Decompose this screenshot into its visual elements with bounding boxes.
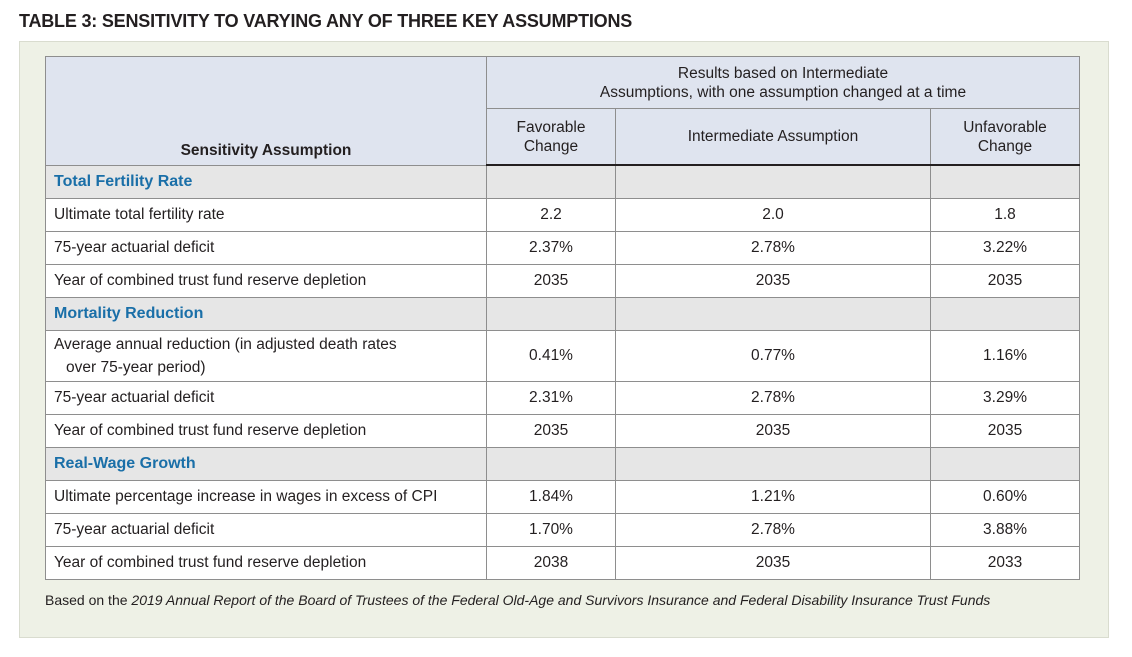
- report-citation: 2019 Annual Report of the Board of Trust…: [131, 592, 991, 608]
- table-title: TABLE 3: SENSITIVITY TO VARYING ANY OF T…: [19, 11, 633, 31]
- row-label: 75-year actuarial deficit: [45, 513, 487, 547]
- favorable-value: 1.70%: [486, 513, 616, 547]
- intermediate-value: 2.78%: [615, 513, 931, 547]
- section-title: Real-Wage Growth: [45, 447, 487, 481]
- intermediate-value: 2.78%: [615, 231, 931, 265]
- row-label: Year of combined trust fund reserve depl…: [45, 546, 487, 580]
- section-header-fertility: Total Fertility Rate: [45, 164, 1081, 199]
- table-row: Year of combined trust fund reserve depl…: [45, 546, 1081, 580]
- intermediate-value: 2.78%: [615, 381, 931, 415]
- header-favorable-change: Favorable Change: [486, 108, 616, 166]
- unfavorable-value: 0.60%: [929, 480, 1081, 514]
- row-label: 75-year actuarial deficit: [45, 381, 487, 415]
- intermediate-value: 0.77%: [615, 330, 931, 382]
- unfavorable-value: 2035: [929, 414, 1081, 448]
- sensitivity-table: Sensitivity Assumption Results based on …: [45, 56, 1081, 580]
- favorable-value: 2035: [486, 414, 616, 448]
- table-row: Ultimate percentage increase in wages in…: [45, 480, 1081, 514]
- unfavorable-value: 3.22%: [929, 231, 1081, 265]
- table-row: 75-year actuarial deficit 2.31% 2.78% 3.…: [45, 381, 1081, 415]
- row-label: 75-year actuarial deficit: [45, 231, 487, 265]
- section-header-mortality: Mortality Reduction: [45, 297, 1081, 331]
- favorable-value: 0.41%: [486, 330, 616, 382]
- header-sensitivity-assumption: Sensitivity Assumption: [45, 56, 487, 166]
- favorable-value: 2038: [486, 546, 616, 580]
- favorable-value: 2.2: [486, 198, 616, 232]
- section-title: Total Fertility Rate: [45, 164, 487, 199]
- table-row: Year of combined trust fund reserve depl…: [45, 414, 1081, 448]
- intermediate-value: 2035: [615, 414, 931, 448]
- intermediate-value: 2.0: [615, 198, 931, 232]
- section-title: Mortality Reduction: [45, 297, 487, 331]
- table-row: Ultimate total fertility rate 2.2 2.0 1.…: [45, 198, 1081, 232]
- header-unfavorable-change: Unfavorable Change: [929, 108, 1081, 166]
- table-row: 75-year actuarial deficit 2.37% 2.78% 3.…: [45, 231, 1081, 265]
- favorable-value: 2035: [486, 264, 616, 298]
- source-footnote: Based on the 2019 Annual Report of the B…: [45, 592, 991, 608]
- header-group-line2: Assumptions, with one assumption changed…: [599, 83, 967, 101]
- intermediate-value: 1.21%: [615, 480, 931, 514]
- row-label: Ultimate total fertility rate: [45, 198, 487, 232]
- unfavorable-value: 1.16%: [929, 330, 1081, 382]
- unfavorable-value: 2033: [929, 546, 1081, 580]
- header-intermediate-assumption: Intermediate Assumption: [615, 108, 931, 166]
- unfavorable-value: 1.8: [929, 198, 1081, 232]
- favorable-value: 2.37%: [486, 231, 616, 265]
- intermediate-value: 2035: [615, 546, 931, 580]
- unfavorable-value: 3.29%: [929, 381, 1081, 415]
- table-row: Average annual reduction (in adjusted de…: [45, 330, 1081, 382]
- header-group-line1: Results based on Intermediate: [677, 64, 889, 82]
- unfavorable-value: 3.88%: [929, 513, 1081, 547]
- unfavorable-value: 2035: [929, 264, 1081, 298]
- favorable-value: 2.31%: [486, 381, 616, 415]
- header-results-group: Results based on Intermediate Assumption…: [485, 56, 1081, 109]
- row-label: Year of combined trust fund reserve depl…: [45, 414, 487, 448]
- section-header-real-wage: Real-Wage Growth: [45, 447, 1081, 481]
- favorable-value: 1.84%: [486, 480, 616, 514]
- row-label: Year of combined trust fund reserve depl…: [45, 264, 487, 298]
- row-label: Ultimate percentage increase in wages in…: [45, 480, 487, 514]
- intermediate-value: 2035: [615, 264, 931, 298]
- table-row: 75-year actuarial deficit 1.70% 2.78% 3.…: [45, 513, 1081, 547]
- row-label: Average annual reduction (in adjusted de…: [45, 330, 487, 382]
- table-row: Year of combined trust fund reserve depl…: [45, 264, 1081, 298]
